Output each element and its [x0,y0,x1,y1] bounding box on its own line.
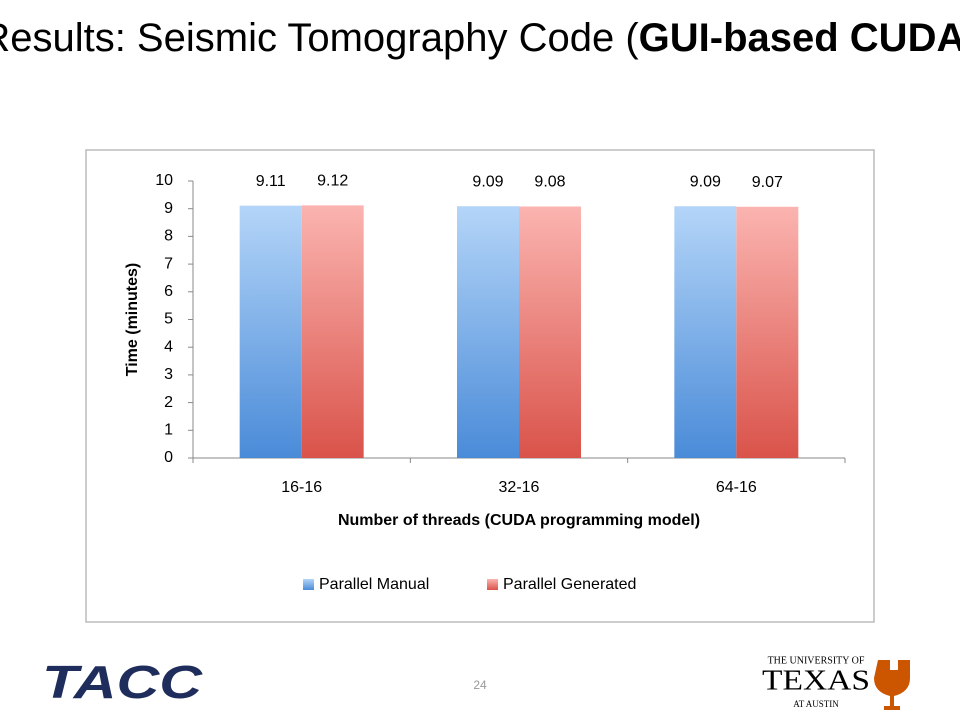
y-tick-label: 8 [164,228,173,245]
ut-logo-main: TEXAS [762,665,870,696]
title-bold: GUI-based CUDA [639,16,960,60]
y-tick-label: 2 [164,394,173,411]
bar [301,205,364,458]
legend-label: Parallel Generated [503,576,636,593]
data-label: 9.07 [752,174,783,191]
x-axis-label: Number of threads (CUDA programming mode… [338,512,700,529]
legend-swatch [303,579,314,590]
longhorn-icon [874,660,910,710]
y-tick-label: 6 [164,283,173,300]
legend-swatch [487,579,498,590]
bar [519,206,581,458]
y-tick-label: 10 [155,172,173,189]
x-tick-label: 32-16 [499,479,540,496]
legend-label: Parallel Manual [319,576,429,593]
y-tick-label: 1 [164,422,173,439]
y-tick-label: 9 [164,200,173,217]
bar [239,205,302,458]
data-label: 9.11 [256,173,286,190]
y-tick-label: 0 [164,449,173,466]
slide-title: Results: Seismic Tomography Code (GUI-ba… [0,16,960,60]
y-tick-label: 4 [164,338,173,355]
y-tick-label: 5 [164,311,173,328]
bar [736,206,799,458]
title-start: Results: Seismic Tomography Code ( [0,16,639,60]
y-tick-label: 7 [164,255,173,272]
plot: 0 1 2 3 4 5 6 7 8 9 10 16-16 9.11 9.12 32-16 9.09 9.08 64… [124,172,846,593]
data-label: 9.08 [534,174,565,191]
tacc-logo: TACC [42,656,203,708]
data-label: 9.12 [317,173,348,190]
data-label: 9.09 [472,173,503,190]
y-tick-label: 3 [164,366,173,383]
bar [674,206,737,458]
data-label: 9.09 [690,173,721,190]
x-tick-label: 64-16 [716,479,757,496]
y-axis-label: Time (minutes) [124,263,141,377]
page-number: 24 [473,678,487,692]
ut-logo-top: THE UNIVERSITY OF [768,655,865,666]
x-tick-label: 16-16 [281,479,322,496]
bar [457,206,519,458]
ut-logo-bottom: AT AUSTIN [793,699,839,709]
